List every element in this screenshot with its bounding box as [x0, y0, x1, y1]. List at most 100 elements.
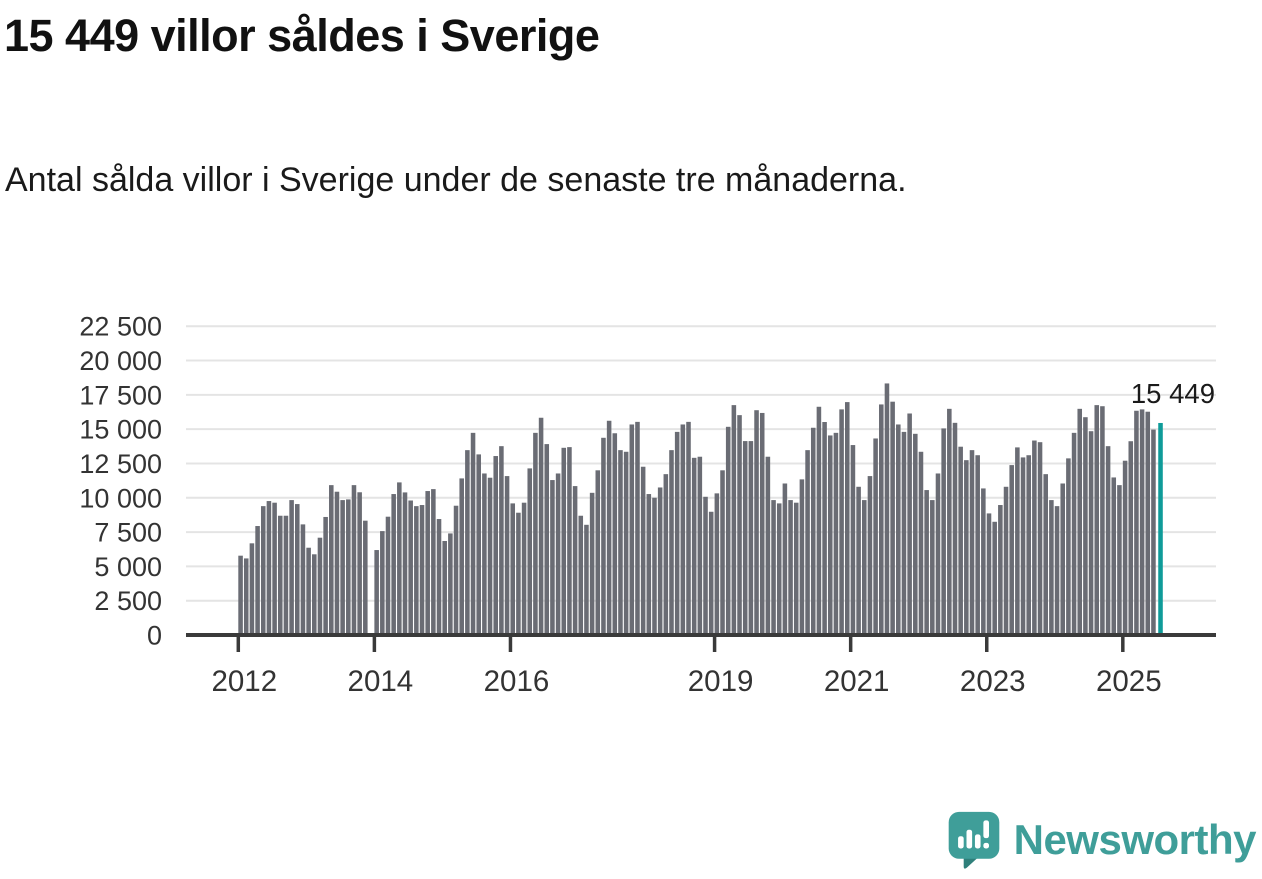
bar: [277, 515, 283, 635]
bar: [759, 412, 765, 635]
bar: [1077, 408, 1083, 635]
bar: [793, 502, 799, 635]
bar: [1015, 447, 1020, 635]
bar: [1054, 506, 1060, 635]
bar: [555, 473, 561, 635]
bar: [748, 441, 754, 635]
bar: [1128, 441, 1134, 635]
bar: [1083, 417, 1088, 635]
bar: [510, 503, 516, 635]
bar: [1117, 485, 1122, 635]
bar: [680, 424, 686, 635]
bar: [499, 446, 504, 635]
bar: [567, 447, 572, 635]
bar: [646, 494, 652, 635]
bar: [419, 505, 425, 635]
bar: [300, 524, 306, 635]
bar: [431, 489, 436, 635]
bar: [776, 503, 782, 635]
bar: [975, 455, 980, 635]
bar: [487, 477, 493, 635]
bar: [947, 408, 952, 635]
y-tick-label: 0: [147, 621, 162, 651]
bar: [918, 451, 924, 635]
bar: [550, 480, 555, 635]
bar: [765, 456, 771, 635]
bar: [652, 497, 657, 635]
bar: [697, 456, 703, 635]
bar: [363, 520, 368, 635]
bar: [890, 401, 895, 635]
x-tick-label: 2014: [348, 665, 414, 698]
bar: [862, 500, 867, 635]
x-tick-label: 2021: [824, 665, 890, 698]
bar: [578, 515, 584, 635]
bar: [969, 450, 975, 635]
bar: [958, 446, 963, 635]
bar: [374, 550, 379, 635]
bar: [952, 422, 958, 635]
bar: [805, 450, 810, 635]
bar: [618, 450, 623, 635]
bar: [306, 547, 311, 635]
bar: [1071, 432, 1077, 635]
bar: [663, 474, 669, 635]
bar: [425, 491, 430, 635]
bar: [414, 506, 419, 635]
x-tick-label: 2023: [960, 665, 1026, 698]
bar: [844, 402, 850, 635]
bar: [635, 421, 640, 635]
bar: [901, 431, 907, 635]
bar: [981, 488, 986, 635]
bar: [964, 460, 969, 635]
bar: [1020, 457, 1026, 635]
bar: [476, 454, 481, 635]
bar: [1032, 440, 1037, 635]
highlight-bar: [1158, 422, 1163, 635]
bar: [930, 500, 935, 635]
bar: [714, 493, 720, 635]
bar: [924, 490, 929, 635]
bar: [346, 499, 351, 635]
bar: [612, 433, 618, 635]
y-tick-label: 22 500: [79, 312, 162, 342]
bar: [913, 433, 918, 635]
bar: [754, 410, 759, 635]
bar: [935, 473, 941, 635]
bar: [260, 506, 266, 635]
y-tick-label: 15 000: [79, 415, 162, 445]
bar: [561, 447, 567, 635]
bar: [992, 521, 997, 635]
bar: [810, 427, 816, 635]
bar: [1111, 477, 1117, 635]
bar: [1145, 411, 1151, 635]
bar: [312, 554, 317, 635]
bar: [1037, 442, 1043, 635]
bar: [448, 533, 453, 635]
bar: [482, 473, 487, 635]
bar: [771, 500, 776, 635]
bar: [1003, 486, 1009, 635]
bar: [527, 468, 533, 635]
y-tick-label: 2 500: [94, 586, 162, 616]
bar: [1094, 405, 1100, 635]
bar: [465, 450, 470, 635]
bar: [380, 531, 385, 635]
bar: [283, 515, 289, 635]
bar: [986, 513, 992, 635]
bar: [737, 415, 742, 635]
bar: [799, 479, 805, 635]
bar: [295, 504, 300, 635]
bar: [317, 537, 323, 635]
bar: [459, 478, 464, 635]
bar: [584, 524, 589, 635]
bar: [941, 428, 946, 635]
bar: [243, 558, 249, 635]
bar: [720, 470, 725, 635]
y-tick-label: 17 500: [79, 380, 162, 410]
bar: [238, 555, 243, 635]
bar: [1151, 429, 1156, 635]
bar: [1009, 465, 1014, 635]
bar: [657, 487, 663, 635]
